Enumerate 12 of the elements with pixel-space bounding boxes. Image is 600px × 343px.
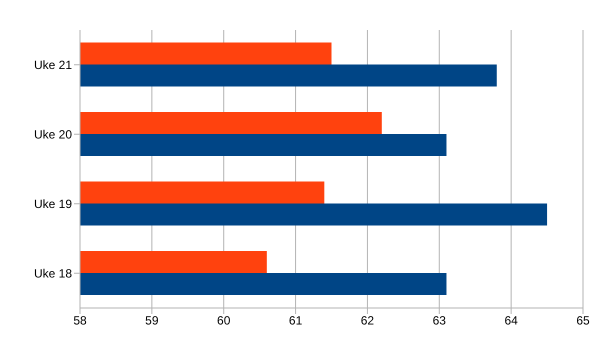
x-tick-label: 63 [432, 314, 446, 328]
x-tick-label: 64 [504, 314, 518, 328]
x-tick-label: 62 [360, 314, 374, 328]
x-tick-label: 60 [217, 314, 231, 328]
x-tick-label: 65 [576, 314, 590, 328]
x-tick-label: 58 [73, 314, 87, 328]
x-tick-label: 61 [288, 314, 303, 328]
y-tick-label: Uke 18 [34, 266, 72, 281]
y-tick-label: Uke 21 [34, 58, 72, 72]
y-tick-label: Uke 20 [34, 128, 72, 142]
x-tick-label: 59 [145, 314, 159, 328]
y-tick-label: Uke 19 [34, 197, 72, 212]
